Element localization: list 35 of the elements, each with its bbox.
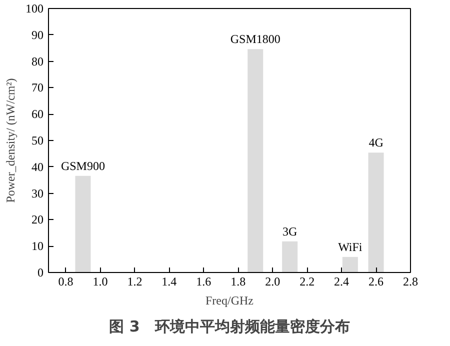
x-tick-label: 2.0 <box>265 274 280 288</box>
x-tick-label: 1.8 <box>230 274 246 288</box>
annotation: WiFi <box>338 240 363 254</box>
annotation: GSM1800 <box>230 32 280 46</box>
annotation: GSM900 <box>60 158 105 173</box>
y-tick-label: 100 <box>26 2 44 16</box>
y-tick-label: 80 <box>32 54 44 68</box>
annotation: 4G <box>368 136 384 150</box>
x-tick-label: 1.6 <box>196 274 212 288</box>
bar <box>368 152 384 272</box>
text: 图 3 环境中平均射频能量密度分布 <box>109 318 350 336</box>
x-tick-label: 2.8 <box>403 274 418 288</box>
y-tick-label: 10 <box>32 239 44 254</box>
x-tick-label: 2.4 <box>334 274 350 288</box>
y-tick-label: 30 <box>32 186 44 200</box>
y-axis-title: Power_density/ (nW/cm²) <box>4 78 18 203</box>
y-tick-label: 50 <box>32 134 44 148</box>
x-tick-label: 2.2 <box>300 274 315 288</box>
bar <box>282 241 298 272</box>
y-tick-label: 60 <box>32 107 44 122</box>
x-tick-label: 2.6 <box>368 274 384 288</box>
x-tick-label: 1.4 <box>162 274 177 288</box>
y-tick-label: 40 <box>32 160 44 174</box>
y-tick-label: 0 <box>38 266 44 280</box>
bar <box>248 49 264 272</box>
annotation: 3G <box>282 224 298 238</box>
y-tick-label: 90 <box>32 28 44 42</box>
x-axis-title: Freq/GHz <box>206 294 254 308</box>
x-tick-label: 1.2 <box>127 274 142 288</box>
y-tick-label: 70 <box>32 80 44 95</box>
bar <box>75 176 91 272</box>
x-tick-label: 1.0 <box>92 274 108 288</box>
x-tick-label: 0.8 <box>58 274 74 288</box>
y-tick-label: 20 <box>32 212 44 227</box>
bar <box>342 256 358 272</box>
